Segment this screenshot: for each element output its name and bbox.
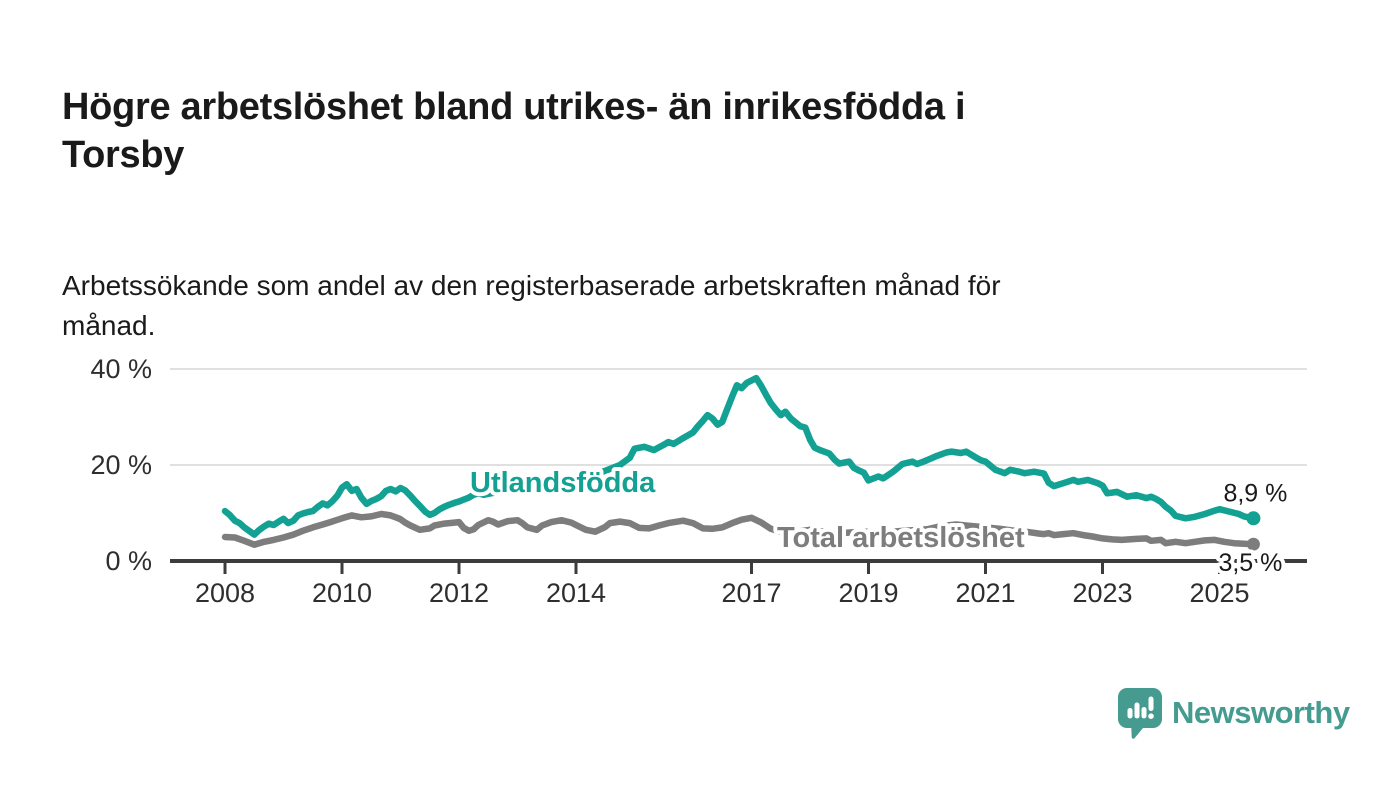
chart-subtitle-line-2: månad. <box>62 310 156 341</box>
page-title: Högre arbetslöshet bland utrikes- än inr… <box>62 83 1242 179</box>
y-tick-label-20: 20 % <box>90 450 152 480</box>
bar-3-icon <box>1141 707 1147 719</box>
x-tick-label-2012: 2012 <box>429 578 489 608</box>
x-tick-label-2019: 2019 <box>838 578 898 608</box>
bar-2-icon <box>1134 702 1140 719</box>
series-label-utlandsfodda: Utlandsfödda <box>470 467 656 499</box>
x-tick-label-2021: 2021 <box>955 578 1015 608</box>
y-tick-label-0: 0 % <box>105 546 152 576</box>
newsworthy-logo-text: Newsworthy <box>1172 695 1350 730</box>
end-value-label-utlandsfodda: 8,9 % <box>1223 479 1287 507</box>
x-tick-label-2014: 2014 <box>546 578 606 608</box>
exclamation-dot-icon <box>1148 713 1154 719</box>
x-tick-label-2010: 2010 <box>312 578 372 608</box>
end-value-label-total: 3,5 % <box>1218 549 1282 577</box>
end-dot-total <box>1246 537 1260 551</box>
x-tick-label-2023: 2023 <box>1072 578 1132 608</box>
speech-bubble-shape <box>1118 688 1162 739</box>
chart-canvas: Utlandsfödda Total arbetslöshet 2008 2010 20… <box>90 354 1307 608</box>
series-line-utlandsfodda <box>221 374 1257 538</box>
y-tick-label-40: 40 % <box>90 354 152 384</box>
exclamation-bar-icon <box>1148 696 1154 711</box>
line-chart: Utlandsfödda Total arbetslöshet 2008 2010 20… <box>0 330 1400 650</box>
chart-subtitle: Arbetssökande som andel av den registerb… <box>62 266 1262 346</box>
x-tick-label-2008: 2008 <box>195 578 255 608</box>
newsworthy-logo-icon <box>1118 688 1162 739</box>
series-line-total <box>221 510 1257 548</box>
chart-subtitle-line-1: Arbetssökande som andel av den registerb… <box>62 270 1001 301</box>
series-label-total: Total arbetslöshet <box>777 522 1025 554</box>
x-tick-label-2025: 2025 <box>1189 578 1249 608</box>
x-tick-label-2017: 2017 <box>721 578 781 608</box>
bar-1-icon <box>1127 708 1133 719</box>
newsworthy-logo: Newsworthy <box>1117 687 1350 739</box>
page-title-line-2: Torsby <box>62 134 185 177</box>
page-title-line-1: Högre arbetslöshet bland utrikes- än inr… <box>62 86 966 129</box>
end-dot-utlandsfodda <box>1246 511 1261 526</box>
